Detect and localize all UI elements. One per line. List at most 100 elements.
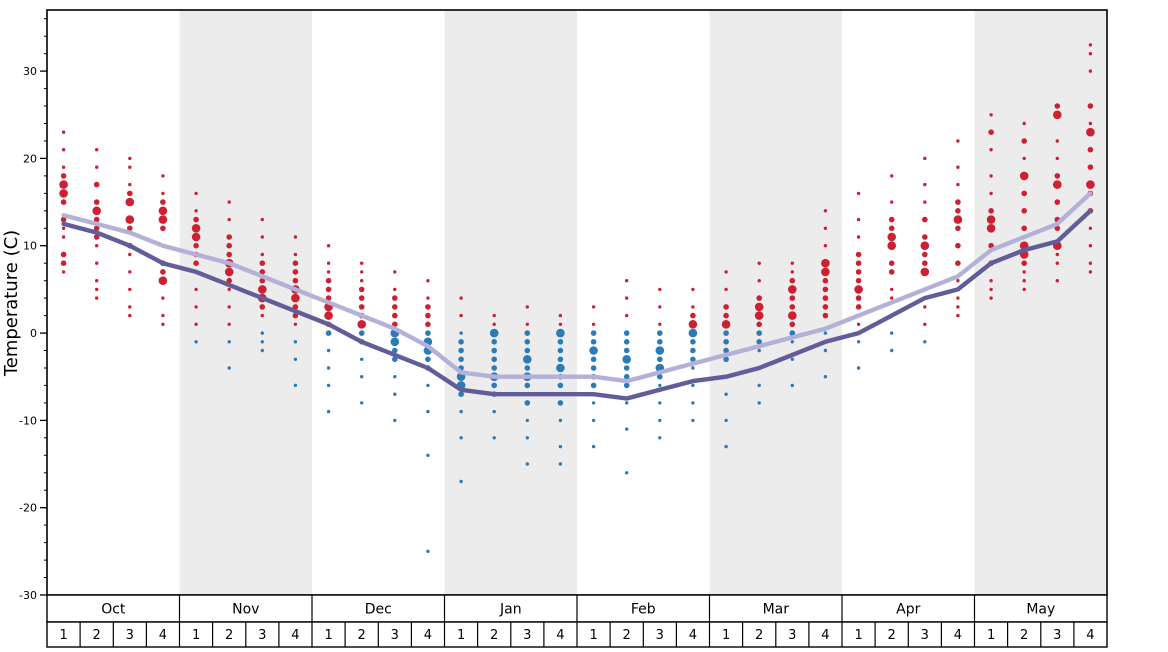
week-label: 1 xyxy=(589,628,597,643)
temp-dot xyxy=(292,269,299,275)
temp-dot xyxy=(259,269,266,275)
temp-dot xyxy=(426,296,430,300)
temp-dot xyxy=(161,191,165,196)
temp-dot xyxy=(856,340,861,344)
temp-dot xyxy=(658,322,662,326)
temp-dot xyxy=(856,217,861,222)
temp-dot xyxy=(855,304,862,310)
temp-dot xyxy=(458,347,464,354)
temp-dot xyxy=(890,348,894,353)
temp-dot xyxy=(723,356,729,363)
temp-dot xyxy=(393,418,397,423)
temp-dot xyxy=(324,311,333,320)
temp-dot xyxy=(360,375,364,379)
temp-dot xyxy=(757,401,761,405)
temp-dot xyxy=(426,453,430,457)
temp-dot xyxy=(688,328,698,338)
week-label: 3 xyxy=(258,628,266,643)
x-axis-tables: Oct Nov Dec Jan Feb Mar Apr May 1 2 3 4 1 2 3 4 1 2 3 4 1 2 3 4… xyxy=(46,594,1108,648)
temp-dot xyxy=(590,356,597,363)
temp-dot xyxy=(292,277,299,284)
temp-dot xyxy=(390,337,400,347)
temp-dot xyxy=(556,328,565,338)
temp-dot xyxy=(425,304,431,310)
temp-dot xyxy=(489,328,499,338)
temp-dot xyxy=(95,296,99,300)
temp-dot xyxy=(823,348,828,353)
week-label: 1 xyxy=(457,628,465,643)
week-label: 4 xyxy=(291,628,299,643)
temp-dot xyxy=(1022,156,1026,161)
week-label: 3 xyxy=(921,628,929,643)
temp-dot xyxy=(325,295,332,301)
temp-dot xyxy=(1055,139,1060,143)
temp-dot xyxy=(723,339,729,345)
temp-dot xyxy=(821,258,830,268)
temp-dot xyxy=(258,285,267,294)
temp-dot xyxy=(60,199,67,205)
temp-dot xyxy=(657,339,663,345)
temp-dot xyxy=(557,382,564,389)
temp-dot xyxy=(822,277,829,284)
temp-dot xyxy=(491,365,498,371)
temp-dot xyxy=(459,313,463,318)
temp-dot xyxy=(260,252,264,257)
temp-dot xyxy=(325,330,332,336)
temp-dot xyxy=(194,305,198,309)
temp-dot xyxy=(657,330,663,336)
temp-dot xyxy=(426,383,430,388)
temp-dot xyxy=(754,311,764,320)
temp-dot xyxy=(459,479,463,484)
temp-dot xyxy=(259,304,266,310)
temp-dot xyxy=(623,382,630,389)
temp-dot xyxy=(160,269,166,275)
week-label: 4 xyxy=(821,628,829,643)
temp-dot xyxy=(822,312,829,319)
temp-dot xyxy=(1022,287,1026,292)
temp-dot xyxy=(425,312,431,319)
temp-dot xyxy=(790,383,794,388)
temp-dot xyxy=(60,173,67,179)
temp-dot xyxy=(591,418,596,423)
temp-dot xyxy=(988,129,994,135)
temp-dot xyxy=(790,340,794,344)
temp-dot xyxy=(128,182,132,187)
temp-dot xyxy=(1087,164,1094,170)
temp-dot xyxy=(790,357,794,361)
temp-dot xyxy=(127,190,133,197)
temp-dot xyxy=(392,312,398,319)
week-label: 3 xyxy=(126,628,134,643)
temp-dot xyxy=(524,365,531,371)
temp-dot xyxy=(622,355,631,364)
temp-dot xyxy=(756,321,762,328)
temp-dot xyxy=(194,209,198,213)
temp-dot xyxy=(856,322,861,326)
temp-dot xyxy=(691,383,695,388)
week-label: 2 xyxy=(490,628,498,643)
temp-dot xyxy=(920,241,930,250)
temp-dot xyxy=(226,242,232,249)
temp-dot xyxy=(93,181,100,188)
temp-dot xyxy=(60,260,67,267)
temp-dot xyxy=(691,305,695,309)
temp-dot xyxy=(260,340,264,344)
temp-dot xyxy=(525,305,529,309)
temp-dot xyxy=(691,287,695,292)
month-label: Oct xyxy=(101,602,126,618)
y-axis: -30 -20 -10 0 10 20 30 xyxy=(19,18,47,602)
temp-dot xyxy=(161,296,165,300)
temp-dot xyxy=(160,199,166,205)
temp-dot xyxy=(789,321,796,328)
temp-dot xyxy=(956,182,960,187)
temp-dot xyxy=(690,347,696,354)
temp-dot xyxy=(95,148,99,152)
temp-dot xyxy=(523,355,532,364)
temp-dot xyxy=(360,401,364,405)
temp-dot xyxy=(688,320,698,329)
temp-dot xyxy=(625,313,629,318)
temp-dot xyxy=(392,321,398,328)
temp-dot xyxy=(757,383,761,388)
temp-dot xyxy=(292,260,299,267)
temp-dot xyxy=(1019,171,1029,181)
temp-dot xyxy=(953,215,963,224)
